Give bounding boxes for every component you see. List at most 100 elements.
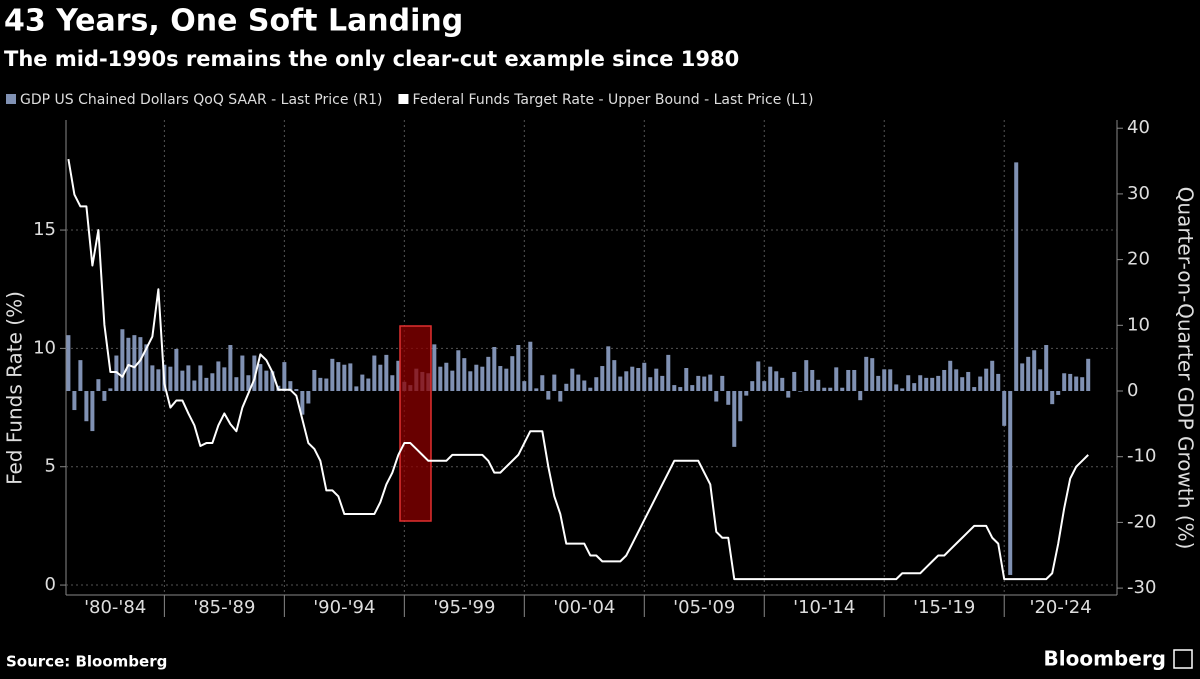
x-tick-label: '85-'89	[193, 597, 255, 618]
bar	[600, 366, 605, 392]
bar	[240, 355, 245, 392]
bar	[648, 377, 653, 392]
bar	[312, 369, 317, 392]
bar	[132, 335, 137, 392]
bar	[228, 345, 233, 392]
bar	[102, 391, 107, 401]
bar	[480, 366, 485, 392]
bar	[1068, 373, 1073, 392]
bar	[642, 362, 647, 392]
bar	[960, 377, 965, 392]
bar	[1014, 162, 1019, 392]
y-tick-label: 5	[45, 456, 56, 477]
bar	[996, 373, 1001, 392]
bar	[204, 377, 209, 392]
source: Source: Bloomberg	[6, 653, 167, 671]
bar	[1002, 391, 1007, 426]
y2-tick-label: 20	[1127, 249, 1150, 270]
bar	[660, 375, 665, 392]
y-axis-label: Fed Funds Rate (%)	[3, 291, 27, 485]
bar	[858, 391, 863, 401]
bar	[798, 391, 803, 392]
bar	[516, 345, 521, 392]
bar	[786, 391, 791, 398]
bar	[168, 366, 173, 392]
y2-tick-label: -10	[1127, 446, 1156, 467]
bar	[468, 371, 473, 392]
bar	[1020, 363, 1025, 392]
bar	[336, 362, 341, 392]
bar	[804, 360, 809, 392]
bar	[306, 391, 311, 404]
x-tick-label: '20-'24	[1030, 597, 1092, 618]
y2-tick-label: 10	[1127, 314, 1150, 335]
x-tick-label: '90-'94	[313, 597, 375, 618]
y-tick-label: 0	[45, 574, 56, 595]
y2-tick-label: -30	[1127, 577, 1156, 598]
bar	[144, 344, 149, 392]
bar	[672, 385, 677, 392]
legend-swatch	[6, 94, 16, 104]
line	[67, 158, 1089, 581]
logo-icon	[1173, 649, 1193, 669]
bar	[930, 377, 935, 392]
bar	[582, 380, 587, 392]
bar	[78, 360, 83, 392]
bar	[492, 346, 497, 392]
bar	[816, 379, 821, 392]
bar	[900, 388, 905, 392]
bar	[846, 369, 851, 392]
bar	[1056, 391, 1061, 395]
y2-tick-label: 30	[1127, 183, 1150, 204]
x-tick-label: '00-'04	[553, 597, 615, 618]
x-tick-label: '80-'84	[84, 597, 146, 618]
bar	[558, 391, 563, 402]
bar	[186, 365, 191, 392]
bar	[1080, 377, 1085, 392]
bar	[912, 383, 917, 392]
bar	[1008, 391, 1013, 575]
chart-title: 43 Years, One Soft Landing	[4, 4, 463, 39]
bar	[726, 391, 731, 405]
bar	[546, 391, 551, 400]
x-tick-label: '10-'14	[793, 597, 855, 618]
bar	[870, 358, 875, 392]
bar	[318, 377, 323, 392]
bar	[294, 389, 299, 392]
bar	[324, 378, 329, 392]
bar	[354, 386, 359, 392]
bar	[66, 335, 71, 392]
y2-tick-label: 0	[1127, 380, 1138, 401]
bar	[540, 375, 545, 392]
logo: Bloomberg	[1044, 647, 1166, 671]
bar	[792, 371, 797, 392]
bar	[552, 374, 557, 392]
bar	[612, 360, 617, 392]
bar	[624, 371, 629, 392]
bar	[840, 387, 845, 392]
bar	[216, 361, 221, 392]
bar	[210, 373, 215, 392]
bar	[666, 354, 671, 392]
bar	[180, 370, 185, 392]
bar	[222, 367, 227, 392]
bar	[606, 346, 611, 392]
bar	[714, 391, 719, 402]
bar	[732, 391, 737, 447]
bar	[810, 369, 815, 392]
bar	[198, 365, 203, 392]
bar	[744, 391, 749, 396]
bar	[750, 381, 755, 392]
bar	[510, 356, 515, 392]
bar	[432, 344, 437, 392]
bar	[972, 387, 977, 392]
bar	[72, 391, 77, 411]
bar	[486, 356, 491, 392]
bar	[594, 377, 599, 392]
bar	[120, 329, 125, 392]
bar	[372, 355, 377, 392]
bar	[906, 375, 911, 392]
